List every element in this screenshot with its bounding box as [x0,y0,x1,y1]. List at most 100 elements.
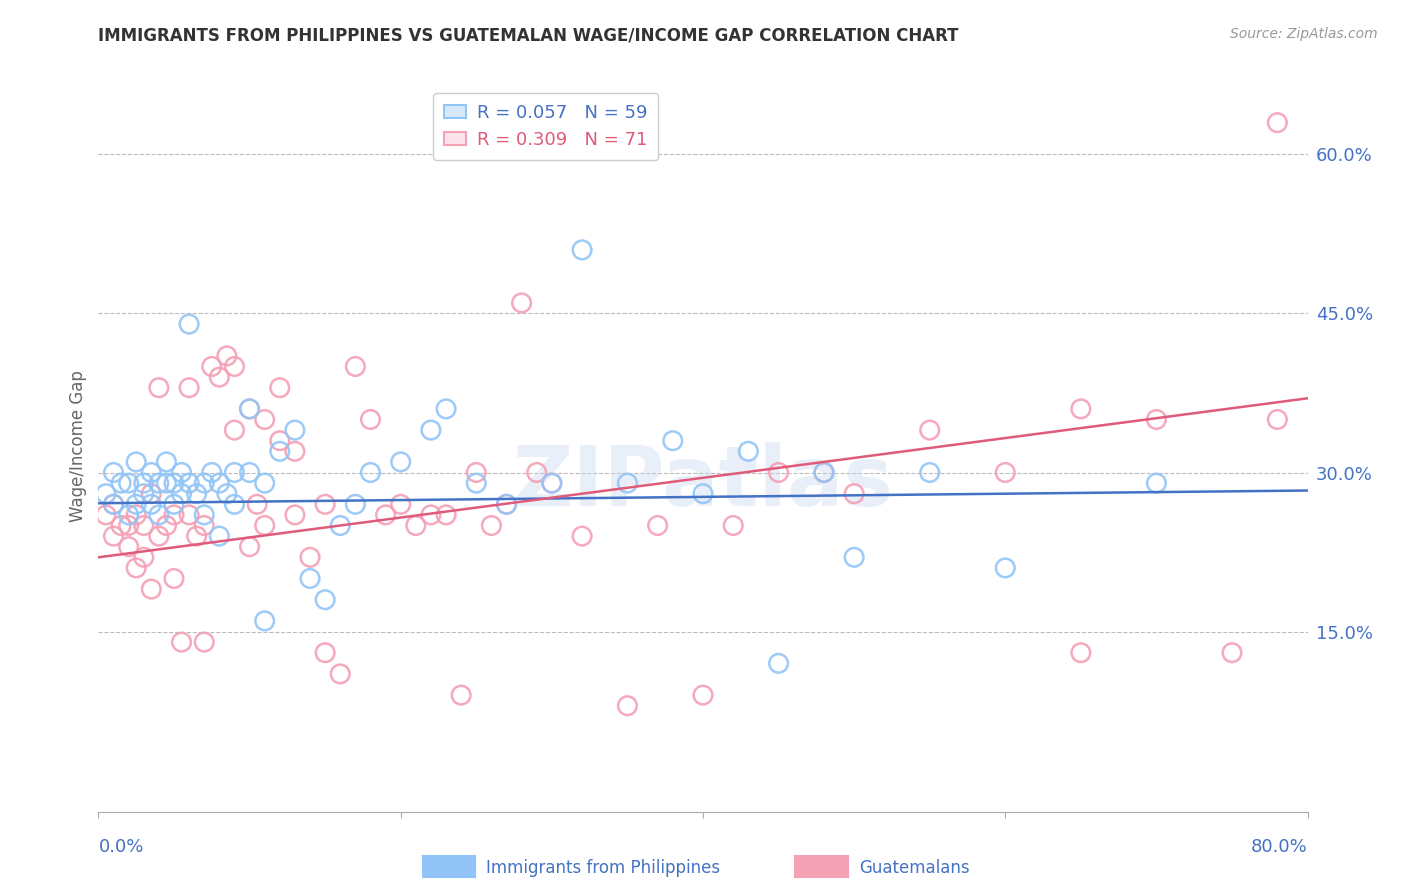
Point [571,529,593,543]
Point [201,466,224,480]
Point [360,466,382,480]
Point [110,476,132,491]
Point [813,466,835,480]
Point [118,518,141,533]
Point [405,518,427,533]
Point [481,518,503,533]
Point [314,592,336,607]
Point [284,444,307,458]
Point [495,497,517,511]
Point [208,529,231,543]
Text: 80.0%: 80.0% [1251,838,1308,856]
Point [163,508,186,522]
Point [246,497,269,511]
Point [141,497,163,511]
Point [224,359,246,374]
Point [148,529,170,543]
Point [163,476,186,491]
Point [193,635,215,649]
Point [141,486,163,500]
Point [1070,401,1092,416]
Point [284,423,307,437]
Point [148,508,170,522]
Point [208,476,231,491]
Point [994,561,1017,575]
Point [132,476,155,491]
Point [571,243,593,257]
Point [918,466,941,480]
Point [224,466,246,480]
Point [201,359,224,374]
Point [1267,116,1289,130]
Point [1267,412,1289,426]
Text: ZIPatlas: ZIPatlas [513,442,893,523]
Point [389,497,412,511]
Point [155,476,177,491]
Legend: R = 0.057   N = 59, R = 0.309   N = 71: R = 0.057 N = 59, R = 0.309 N = 71 [433,93,658,160]
Point [420,508,443,522]
Point [844,486,866,500]
Point [118,476,141,491]
Point [208,370,231,384]
Point [434,508,457,522]
Point [118,540,141,554]
Point [215,486,238,500]
Point [616,698,638,713]
Point [193,518,215,533]
Point [253,518,276,533]
Text: 0.0%: 0.0% [98,838,143,856]
Point [526,466,548,480]
Point [103,529,125,543]
Point [465,476,488,491]
Point [269,381,291,395]
Point [450,688,472,702]
Point [141,582,163,596]
Point [170,635,193,649]
Point [813,466,835,480]
Point [1220,646,1243,660]
Point [661,434,683,448]
Point [1144,412,1167,426]
Point [239,466,262,480]
Point [314,497,336,511]
Point [1070,646,1092,660]
Point [540,476,562,491]
Point [125,508,148,522]
Point [170,486,193,500]
Text: IMMIGRANTS FROM PHILIPPINES VS GUATEMALAN WAGE/INCOME GAP CORRELATION CHART: IMMIGRANTS FROM PHILIPPINES VS GUATEMALA… [98,27,959,45]
Point [179,476,201,491]
Point [269,434,291,448]
Point [148,381,170,395]
Point [737,444,759,458]
Point [616,476,638,491]
Point [224,497,246,511]
Point [186,486,208,500]
Point [239,540,262,554]
Point [768,657,790,671]
Point [299,572,322,586]
Point [103,497,125,511]
Point [344,359,367,374]
Point [110,518,132,533]
Point [918,423,941,437]
Point [215,349,238,363]
Point [299,550,322,565]
Text: Immigrants from Philippines: Immigrants from Philippines [486,859,721,877]
Point [389,455,412,469]
Point [420,423,443,437]
Point [692,486,714,500]
Point [94,508,117,522]
Point [170,466,193,480]
Point [179,508,201,522]
Point [495,497,517,511]
Point [360,412,382,426]
Point [125,497,148,511]
Point [193,508,215,522]
Text: Source: ZipAtlas.com: Source: ZipAtlas.com [1230,27,1378,41]
Point [125,455,148,469]
Y-axis label: Wage/Income Gap: Wage/Income Gap [69,370,87,522]
Point [224,423,246,437]
Point [132,518,155,533]
Point [148,476,170,491]
Point [239,401,262,416]
